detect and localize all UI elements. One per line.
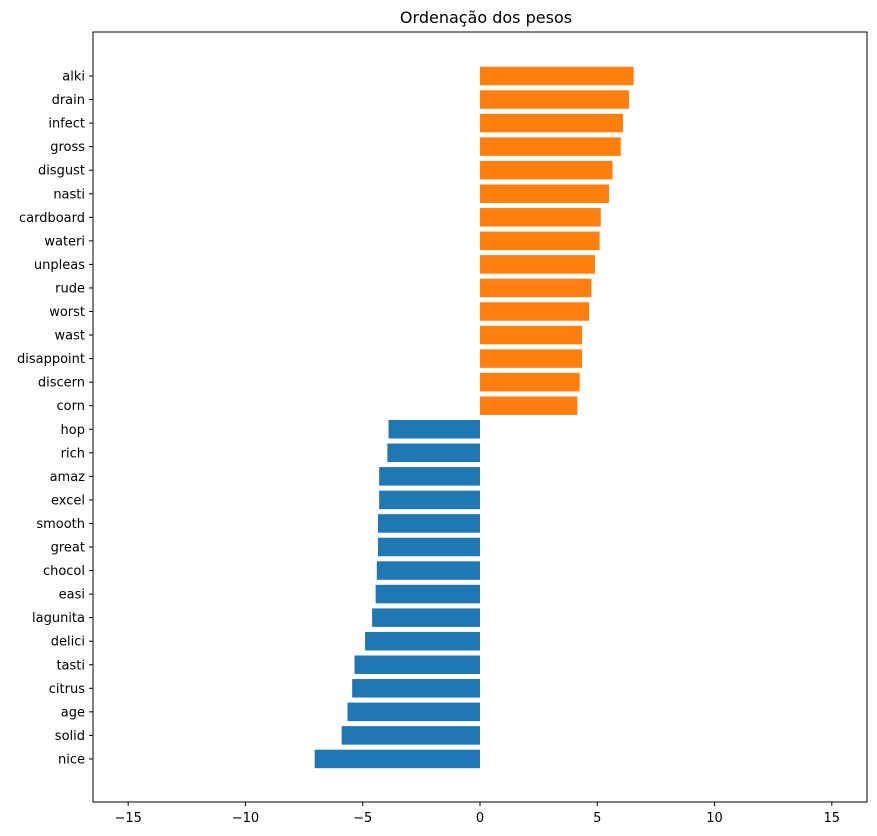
chart-title: Ordenação dos pesos	[400, 8, 572, 27]
y-tick-label-age: age	[61, 705, 85, 720]
x-tick-label: 0	[476, 811, 484, 826]
y-tick-label-citrus: citrus	[49, 682, 85, 697]
bar-wast	[480, 325, 583, 345]
y-tick-label-discern: discern	[38, 376, 85, 391]
y-tick-label-alki: alki	[62, 70, 85, 85]
bar-solid	[341, 726, 480, 745]
y-tick-label-drain: drain	[52, 93, 85, 108]
bar-amaz	[379, 467, 480, 486]
y-tick-label-unpleas: unpleas	[34, 258, 85, 273]
bar-cardboard	[480, 208, 601, 227]
bar-lagunita	[372, 608, 480, 627]
y-tick-label-rich: rich	[61, 446, 85, 461]
y-tick-label-wast: wast	[55, 329, 85, 344]
y-tick-label-nasti: nasti	[53, 187, 85, 202]
bar-corn	[480, 396, 578, 415]
y-tick-label-rude: rude	[55, 281, 85, 296]
bar-worst	[480, 302, 590, 321]
bar-infect	[480, 113, 624, 133]
bar-nice	[314, 749, 480, 769]
y-tick-label-disappoint: disappoint	[17, 352, 85, 367]
bar-drain	[480, 90, 629, 109]
bar-tasti	[354, 655, 480, 674]
bar-unpleas	[480, 255, 595, 274]
bar-easi	[375, 584, 480, 604]
y-tick-label-solid: solid	[55, 729, 85, 744]
bars-group	[314, 66, 634, 769]
x-tick-label: −15	[114, 811, 141, 826]
y-tick-labels: alki drain infect gross disgust nasti cardboar…	[17, 70, 93, 767]
x-tick-label: 15	[824, 811, 841, 826]
x-ticks: −15 −10 −5 0 5 10 15	[114, 802, 840, 826]
y-tick-label-lagunita: lagunita	[32, 611, 85, 626]
y-tick-label-nice: nice	[58, 752, 85, 767]
bar-excel	[379, 490, 480, 510]
bar-great	[377, 537, 480, 557]
bar-alki	[480, 66, 634, 86]
y-tick-label-easi: easi	[59, 588, 85, 603]
y-tick-label-great: great	[51, 541, 85, 556]
y-tick-label-gross: gross	[50, 140, 85, 155]
y-tick-label-amaz: amaz	[50, 470, 86, 485]
bar-disgust	[480, 160, 613, 180]
bar-age	[347, 702, 480, 722]
plot-frame	[92, 31, 868, 803]
bar-wateri	[480, 231, 600, 251]
y-tick-label-wateri: wateri	[44, 234, 85, 249]
bar-chocol	[376, 561, 480, 580]
y-tick-label-corn: corn	[57, 399, 85, 414]
y-tick-label-chocol: chocol	[43, 564, 85, 579]
x-tick-label: 10	[706, 811, 723, 826]
bar-rude	[480, 278, 592, 298]
x-tick-label: −10	[232, 811, 259, 826]
y-tick-label-delici: delici	[51, 635, 85, 650]
bar-rich	[387, 443, 480, 463]
bar-citrus	[352, 679, 480, 698]
bar-gross	[480, 137, 621, 156]
bar-delici	[365, 631, 480, 651]
y-tick-label-excel: excel	[51, 493, 85, 508]
y-tick-label-hop: hop	[61, 423, 85, 438]
y-tick-label-smooth: smooth	[36, 517, 85, 532]
bar-nasti	[480, 184, 609, 203]
bar-disappoint	[480, 349, 583, 368]
bar-hop	[388, 420, 480, 439]
y-tick-label-worst: worst	[49, 305, 85, 320]
bar-smooth	[377, 514, 480, 533]
y-tick-label-cardboard: cardboard	[19, 211, 85, 226]
bar-discern	[480, 372, 580, 392]
y-tick-label-infect: infect	[48, 117, 85, 132]
x-tick-label: 5	[593, 811, 601, 826]
y-tick-label-disgust: disgust	[38, 164, 85, 179]
x-tick-label: −5	[353, 811, 372, 826]
y-tick-label-tasti: tasti	[56, 658, 85, 673]
